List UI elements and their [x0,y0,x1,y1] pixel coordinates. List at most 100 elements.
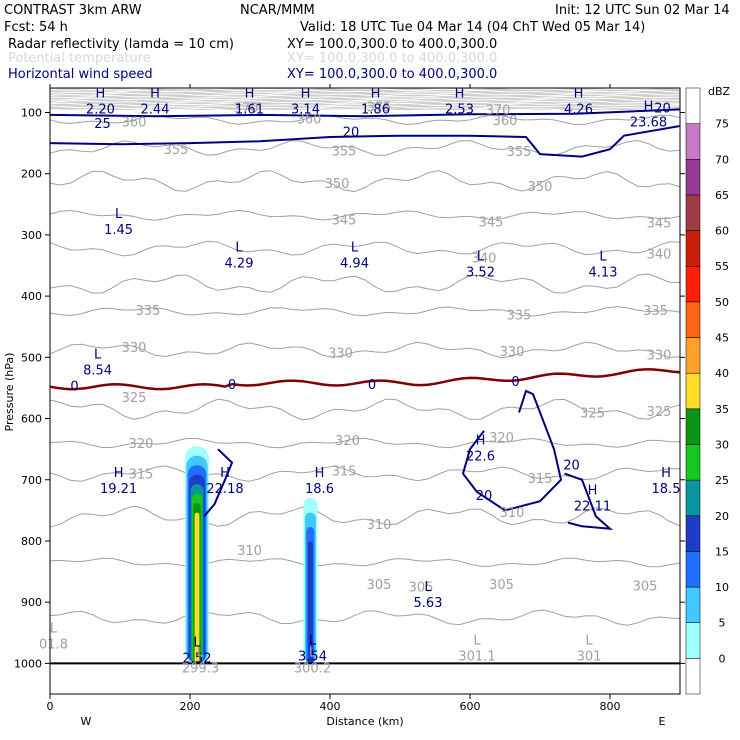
x-tick-label: 0 [47,700,54,713]
extremum-value: 23.68 [630,116,667,131]
extremum-value: 2.20 [86,102,115,117]
extremum-marker: H [96,86,106,101]
colorbar-swatch [685,408,701,445]
colorbar-swatch [685,586,701,623]
theta-label: 330 [328,346,353,361]
theta-contour [49,240,681,257]
upper-theta-line [49,97,681,102]
upper-theta-line [49,94,680,99]
theta-contour [49,209,681,221]
axes: 0 200 400 600 800100200300400500600700800900… [14,84,685,713]
theta-label: 320 [335,434,360,449]
colorbar-label: 10 [715,581,729,594]
upper-theta-line [49,92,681,97]
reflectivity-cell [185,446,209,664]
extremum-marker: L [309,646,317,661]
theta-label: 355 [164,143,189,158]
theta-contour [49,306,681,317]
y-tick-label: 400 [21,290,42,303]
theta-contour [49,557,681,568]
upper-theta-line [49,100,681,105]
theta-label: 330 [122,341,147,356]
theta-label: 305 [409,580,434,595]
extremum-marker: L [351,241,359,256]
theta-label: 325 [122,391,147,406]
theta-label: 330 [500,345,525,360]
theta-label: 370 [234,102,259,117]
y-tick-label: 700 [21,474,42,487]
model-title: CONTRAST 3km ARW [4,3,142,18]
upper-theta-line [50,89,681,94]
extremum-marker: H [455,86,465,101]
colorbar-swatch [685,479,701,517]
extremum-value: 299.3 [182,662,219,677]
theta-label: 360 [297,113,322,128]
colorbar-label: 30 [715,438,729,451]
x-tick-label: 200 [180,700,201,713]
field-wind-xy: XY= 100.0,300.0 to 400.0,300.0 [287,67,497,82]
extremum-marker: L [585,633,593,648]
extremum-value: 3.54 [298,649,327,664]
zero-label: 0 [511,375,519,390]
theta-label: 360 [122,116,147,131]
theta-contour [49,505,681,528]
colorbar-label: 5 [719,617,726,630]
extremum-value: 1.86 [361,102,390,117]
theta-label: 305 [489,578,514,593]
extremum-value: 2.44 [141,102,170,117]
extremum-marker: L [424,580,432,595]
extremum-marker: L [115,207,123,222]
field-wind: Horizontal wind speed [8,67,153,82]
theta-contour [49,437,681,449]
wind-label: 20 [476,489,493,504]
extremum-value: 2.52 [183,651,212,666]
y-tick-label: 100 [21,106,42,119]
extremum-value: 2.53 [445,102,474,117]
extremum-marker: H [574,86,584,101]
extremum-marker: H [315,466,325,481]
extremum-marker: L [599,250,607,265]
wind-label: 25 [94,117,111,132]
theta-label: 310 [237,544,262,559]
theta-label: 345 [647,217,672,232]
theta-label: 315 [332,465,357,480]
plot-frame [49,87,681,695]
theta-label: 320 [489,431,514,446]
extremum-value: 3.14 [291,102,320,117]
extremum-value: 22.11 [574,500,611,515]
extremum-marker: L [473,633,481,648]
wind-label: 20 [343,125,360,140]
extremum-marker: L [235,241,243,256]
y-tick-label: 600 [21,413,42,426]
colorbar-label: 70 [715,153,729,166]
field-theta: Potential temperature [8,51,151,66]
init-time: Init: 12 UTC Sun 02 Mar 14 [555,3,730,18]
colorbar-swatch [685,123,701,160]
wind-contour-loop [461,389,563,512]
y-tick-label: 900 [21,596,42,609]
zero-label: 0 [368,378,376,393]
theta-label: 345 [479,215,504,230]
theta-label: 320 [129,437,154,452]
colorbar-label: 75 [715,118,729,131]
extremum-value: 4.13 [589,266,618,281]
theta-contour [49,140,681,156]
y-tick-label: 500 [21,351,42,364]
colorbar-swatch [685,230,701,267]
theta-contour [49,609,681,626]
colorbar-label: 0 [719,652,726,665]
colorbar-swatch [685,622,701,659]
colorbar-swatch [685,337,701,374]
colorbar-swatch [685,265,701,303]
extremum-value: 4.94 [340,257,369,272]
colorbar-swatch [685,658,701,695]
field-reflectivity: Radar reflectivity (lamda = 10 cm) [8,37,234,52]
colorbar: 0 5 10 15 20 25 30 35 40 45 50 55 60 65 70 75 [685,87,729,695]
theta-label: 315 [129,468,154,483]
theta-label: 335 [643,304,668,319]
colorbar-unit: dBZ [708,85,731,98]
colorbar-label: 25 [715,474,729,487]
x-axis-label: Distance (km) [326,715,403,728]
extremum-marker: L [94,348,102,363]
extremum-value: 01.8 [39,637,68,652]
